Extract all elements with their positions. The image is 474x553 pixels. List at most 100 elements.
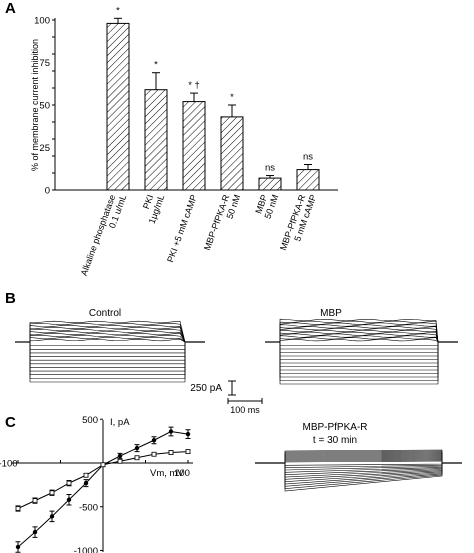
pfpka-sweep xyxy=(284,460,443,463)
control-sweep xyxy=(29,330,186,343)
significance-annotation: * xyxy=(230,92,234,103)
mbp-sweep xyxy=(279,335,439,343)
control-sweep xyxy=(29,320,186,343)
panel-label-c: C xyxy=(5,414,16,431)
control-sweep xyxy=(29,324,186,343)
control-sweep xyxy=(29,322,186,343)
mbp-sweep xyxy=(279,337,439,343)
iv-data-point xyxy=(151,451,157,457)
iv-data-point xyxy=(15,506,21,511)
control-sweep xyxy=(29,336,186,343)
mbp-sweep xyxy=(279,331,439,343)
iv-data-point xyxy=(66,480,72,486)
iv-y-tick-label: 500 xyxy=(82,415,98,426)
iv-y-axis-title: I, pA xyxy=(110,417,130,428)
control-sweep xyxy=(29,342,186,376)
mbp-sweep xyxy=(279,342,439,360)
control-sweep xyxy=(29,338,186,343)
bar xyxy=(182,101,206,191)
iv-x-axis-title: Vm, mV xyxy=(150,468,184,479)
control-sweep xyxy=(29,326,186,343)
category-label: Alkaline phosphatase xyxy=(79,193,118,277)
significance-annotation: * xyxy=(116,5,120,16)
significance-annotation: * xyxy=(154,60,158,71)
category-label: MBP-PfPKA-R xyxy=(202,193,232,252)
mbp-sweep xyxy=(279,326,439,343)
bar xyxy=(258,177,282,191)
iv-data-point xyxy=(168,450,174,455)
bar xyxy=(296,169,320,191)
mbp-sweep xyxy=(279,322,439,343)
iv-data-point xyxy=(83,472,89,478)
pfpka-traces xyxy=(255,449,462,492)
mbp-sweep xyxy=(279,333,439,343)
y-tick-label: 25 xyxy=(39,143,50,154)
iv-data-point xyxy=(32,529,38,535)
pfpka-sweep xyxy=(284,449,443,463)
iv-data-point xyxy=(151,438,157,443)
current-traces: Control MBP 250 pA 100 ms xyxy=(15,308,458,415)
control-sweep xyxy=(29,342,186,346)
iv-data-point xyxy=(83,480,89,486)
bar xyxy=(106,22,130,191)
mbp-sweep xyxy=(279,342,439,374)
mbp-traces xyxy=(265,318,458,385)
iv-y-tick-label: -500 xyxy=(79,502,98,513)
iv-data-point xyxy=(134,455,140,461)
mbp-sweep xyxy=(279,342,439,353)
bar-chart: % of membrane current inhibition 0 25 50 75… xyxy=(30,5,338,277)
control-sweep xyxy=(29,328,186,343)
y-axis-title: % of membrane current inhibition xyxy=(30,39,40,171)
y-tick-label: 100 xyxy=(34,16,50,27)
iv-data-point xyxy=(185,449,191,455)
iv-data-point xyxy=(134,445,140,451)
mbp-label: MBP xyxy=(320,308,342,319)
panel-label-a: A xyxy=(5,0,16,17)
y-tick-label: 75 xyxy=(39,58,50,69)
scale-time-label: 100 ms xyxy=(230,405,260,415)
mbp-sweep xyxy=(279,339,439,343)
control-sweep xyxy=(29,342,186,354)
iv-x-tick-label: -100 xyxy=(0,459,18,470)
iv-data-point xyxy=(49,490,55,496)
bar xyxy=(220,116,244,191)
category-label: PKI +5 mM cAMP xyxy=(165,193,199,263)
control-sweep xyxy=(29,342,186,383)
iv-plot: -100 100 500 -500 -1000 I, pA Vm, mV xyxy=(0,415,193,553)
iv-x-tick-label: 100 xyxy=(174,468,190,479)
control-sweep xyxy=(29,334,186,343)
y-tick-label: 50 xyxy=(39,101,50,112)
mbp-sweep xyxy=(279,324,439,343)
control-sweep xyxy=(29,342,186,361)
iv-data-point xyxy=(15,544,21,550)
significance-annotation: ns xyxy=(265,163,275,174)
pfpka-sweep xyxy=(284,463,443,466)
mbp-sweep xyxy=(279,342,439,381)
iv-data-point xyxy=(117,458,123,464)
iv-data-point xyxy=(66,497,72,502)
category-label: PKI xyxy=(141,193,155,210)
significance-annotation: ns xyxy=(303,152,313,163)
iv-data-point xyxy=(185,431,191,437)
mbp-sweep xyxy=(279,320,439,343)
mbp-sweep xyxy=(279,329,439,343)
iv-data-point xyxy=(32,498,38,504)
iv-data-point xyxy=(100,462,106,468)
pfpka-label-line1: MBP-PfPKA-R xyxy=(302,422,367,433)
control-traces xyxy=(15,320,205,383)
control-sweep xyxy=(29,332,186,343)
mbp-sweep xyxy=(279,328,439,343)
panel-label-b: B xyxy=(5,290,16,307)
pfpka-sweep xyxy=(284,463,443,492)
pfpka-label-line2: t = 30 min xyxy=(313,435,357,446)
iv-y-tick-label: -1000 xyxy=(74,546,98,553)
mbp-sweep xyxy=(279,342,439,346)
bar xyxy=(144,89,168,191)
mbp-sweep xyxy=(279,318,439,343)
scale-current-label: 250 pA xyxy=(190,383,222,394)
mbp-sweep xyxy=(279,342,439,385)
control-label: Control xyxy=(89,308,121,319)
scale-bar xyxy=(227,380,263,404)
significance-annotation: * † xyxy=(188,80,200,91)
